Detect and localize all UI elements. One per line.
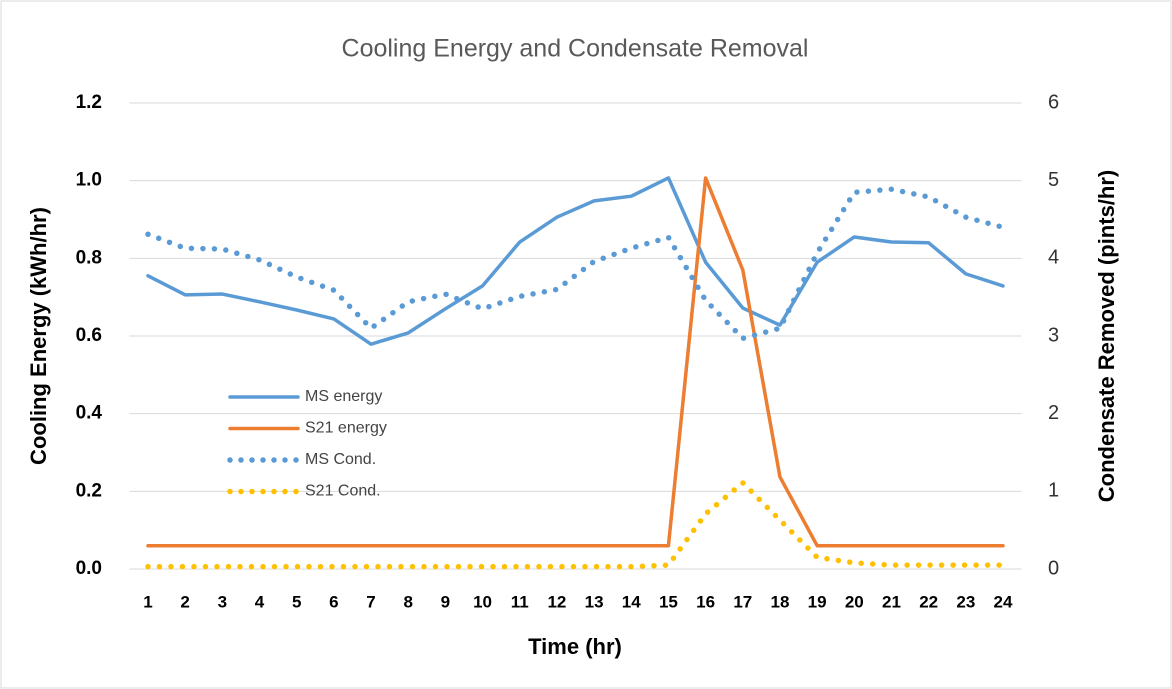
x-tick-label: 21 <box>882 592 901 611</box>
x-tick-label: 14 <box>622 592 641 611</box>
y-tick-label: 1.2 <box>76 92 102 113</box>
x-tick-label: 8 <box>403 592 412 611</box>
y-tick-label: 0.8 <box>76 247 102 268</box>
y2-tick-label: 4 <box>1048 247 1059 269</box>
x-tick-label: 16 <box>696 592 715 611</box>
y2-tick-label: 5 <box>1048 169 1059 191</box>
y-tick-label: 0.2 <box>76 480 102 501</box>
x-tick-label: 15 <box>659 592 678 611</box>
y2-tick-label: 3 <box>1048 324 1059 346</box>
x-tick-label: 1 <box>143 592 152 611</box>
x-tick-label: 13 <box>585 592 604 611</box>
y2-tick-label: 1 <box>1048 480 1059 502</box>
x-tick-label: 11 <box>511 592 529 611</box>
legend-label: S21 Cond. <box>305 483 381 500</box>
y2-tick-label: 2 <box>1048 402 1059 424</box>
x-tick-label: 2 <box>180 592 189 611</box>
y-tick-label: 0.4 <box>76 403 103 424</box>
y-tick-label: 0.6 <box>76 325 102 346</box>
x-tick-label: 23 <box>956 592 975 611</box>
legend-label: MS energy <box>305 388 382 405</box>
y-tick-label: 0.0 <box>76 558 102 579</box>
x-axis-label: Time (hr) <box>528 634 622 659</box>
y2-tick-label: 0 <box>1048 557 1059 579</box>
y2-tick-label: 6 <box>1048 91 1059 113</box>
x-tick-label: 6 <box>329 592 338 611</box>
x-tick-label: 7 <box>366 592 375 611</box>
x-tick-label: 17 <box>733 592 752 611</box>
x-tick-label: 22 <box>919 592 938 611</box>
x-tick-label: 18 <box>771 592 790 611</box>
x-tick-label: 3 <box>218 592 227 611</box>
x-tick-label: 5 <box>292 592 301 611</box>
y-axis-label: Cooling Energy (kWh/hr) <box>26 207 51 465</box>
x-tick-label: 4 <box>255 592 265 611</box>
x-tick-label: 19 <box>808 592 827 611</box>
x-tick-label: 9 <box>441 592 450 611</box>
series-line <box>146 176 1005 346</box>
legend-label: MS Cond. <box>305 451 376 468</box>
legend-label: S21 energy <box>305 420 387 437</box>
chart-title: Cooling Energy and Condensate Removal <box>342 35 809 63</box>
x-tick-label: 24 <box>994 592 1013 611</box>
series-line <box>145 186 1006 342</box>
x-tick-label: 20 <box>845 592 864 611</box>
x-tick-label: 12 <box>547 592 566 611</box>
series-line <box>145 480 1006 570</box>
y-tick-label: 1.0 <box>76 170 102 191</box>
y2-axis-label: Condensate Removed (pints/hr) <box>1094 170 1119 502</box>
series-line <box>146 176 1005 548</box>
x-tick-label: 10 <box>473 592 492 611</box>
